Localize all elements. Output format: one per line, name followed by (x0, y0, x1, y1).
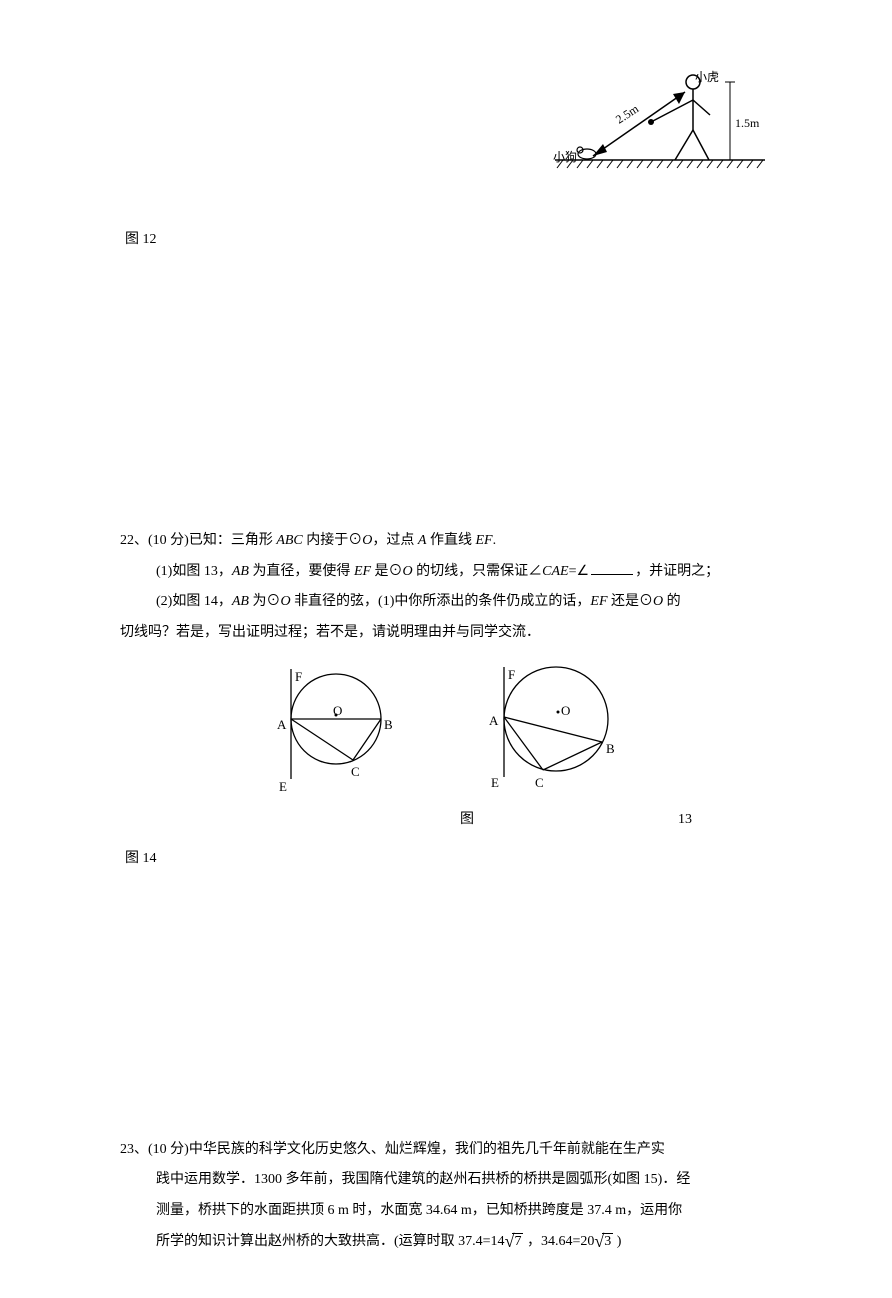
text: (1)如图 13， (156, 564, 232, 579)
problem-22-heading: 22、(10 分)已知：三角形 ABC 内接于⊙O，过点 A 作直线 EF. (120, 526, 772, 557)
label-tiger: 小虎 (695, 64, 719, 90)
figure-tiger-dog: 小虎 小狗 2.5m 1.5m (555, 60, 765, 180)
sqrt-7: √7 (505, 1232, 524, 1251)
text: 还是⊙ (608, 594, 654, 609)
label-E: E (491, 769, 499, 798)
var-o: O (280, 594, 290, 609)
problem-23-line4: 所学的知识计算出赵州桥的大致拱高．(运算时取 37.4=14√7 ，34.64=… (156, 1227, 772, 1258)
label-O: O (333, 697, 342, 726)
label-A: A (489, 707, 498, 736)
text: ，并证明之； (635, 564, 719, 579)
label-F: F (295, 663, 302, 692)
text: 是⊙ (371, 564, 403, 579)
problem-22: 22、(10 分)已知：三角形 ABC 内接于⊙O，过点 A 作直线 EF. (… (120, 526, 772, 836)
problem-22-part2-line2: 切线吗？若是，写出证明过程；若不是，请说明理由并与同学交流． (120, 618, 772, 649)
var-cae: CAE (542, 564, 568, 579)
var-o: O (403, 564, 413, 579)
label-B: B (384, 711, 393, 740)
var-ef: EF (590, 594, 607, 609)
text: 非直径的弦，(1)中你所添出的条件仍成立的话， (291, 594, 591, 609)
text: =∠ (569, 564, 589, 579)
text: 所学的知识计算出赵州桥的大致拱高．(运算时取 37.4=14 (156, 1234, 505, 1249)
text: 作直线 (426, 533, 475, 548)
figure-14: F E A B C O (471, 659, 631, 799)
label-O: O (561, 697, 570, 726)
problem-22-part1: (1)如图 13，AB 为直径，要使得 EF 是⊙O 的切线，只需保证∠CAE=… (156, 557, 772, 588)
text: 为直径，要使得 (249, 564, 354, 579)
text: ) (613, 1234, 621, 1249)
caption-figure-13a: 图 (460, 805, 474, 836)
label-C: C (351, 758, 360, 787)
text: 的切线，只需保证∠ (413, 564, 543, 579)
label-height: 1.5m (735, 110, 759, 136)
text: 22、(10 分)已知：三角形 (120, 533, 276, 548)
label-C: C (535, 769, 544, 798)
text: 的 (663, 594, 681, 609)
text: ，过点 (372, 533, 418, 548)
caption-figure-13b: 13 (678, 805, 692, 836)
caption-figure-14: 图 14 (125, 844, 772, 875)
var-o: O (653, 594, 663, 609)
blank-fill (591, 574, 633, 575)
text: ，34.64=20 (523, 1234, 594, 1249)
text: 为⊙ (249, 594, 281, 609)
problem-23-line3: 测量，桥拱下的水面距拱顶 6 m 时，水面宽 34.64 m，已知桥拱跨度是 3… (156, 1196, 772, 1227)
label-E: E (279, 773, 287, 802)
label-A: A (277, 711, 286, 740)
figure-13: F E A B C O (261, 659, 411, 799)
figures-13-14: F E A B C O (120, 659, 772, 799)
label-B: B (606, 735, 615, 764)
problem-23-line2: 践中运用数学．1300 多年前，我国隋代建筑的赵州石拱桥的桥拱是圆弧形(如图 1… (156, 1165, 772, 1196)
sqrt-3: √3 (594, 1232, 613, 1251)
text: (2)如图 14， (156, 594, 232, 609)
label-dog: 小狗 (553, 144, 577, 170)
var-ab: AB (232, 594, 249, 609)
problem-22-part2-line1: (2)如图 14，AB 为⊙O 非直径的弦，(1)中你所添出的条件仍成立的话，E… (156, 587, 772, 618)
var-abc: ABC (276, 533, 302, 548)
label-F: F (508, 661, 515, 690)
problem-23-line1: 23、(10 分)中华民族的科学文化历史悠久、灿烂辉煌，我们的祖先几千年前就能在… (120, 1135, 772, 1166)
var-ef: EF (475, 533, 492, 548)
problem-23: 23、(10 分)中华民族的科学文化历史悠久、灿烂辉煌，我们的祖先几千年前就能在… (120, 1135, 772, 1258)
var-ab: AB (232, 564, 249, 579)
var-o: O (362, 533, 372, 548)
caption-figure-12: 图 12 (125, 225, 772, 256)
var-ef: EF (354, 564, 371, 579)
text: . (493, 533, 497, 548)
text: 内接于⊙ (303, 533, 363, 548)
